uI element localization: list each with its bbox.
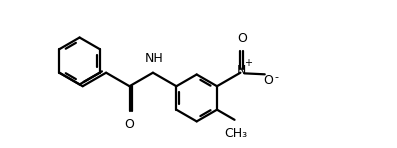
Text: +: + <box>244 58 252 68</box>
Text: -: - <box>274 72 278 82</box>
Text: CH₃: CH₃ <box>225 127 248 140</box>
Text: O: O <box>237 32 247 45</box>
Text: O: O <box>264 74 274 87</box>
Text: NH: NH <box>145 52 164 65</box>
Text: O: O <box>125 118 135 131</box>
Text: N: N <box>236 64 246 77</box>
